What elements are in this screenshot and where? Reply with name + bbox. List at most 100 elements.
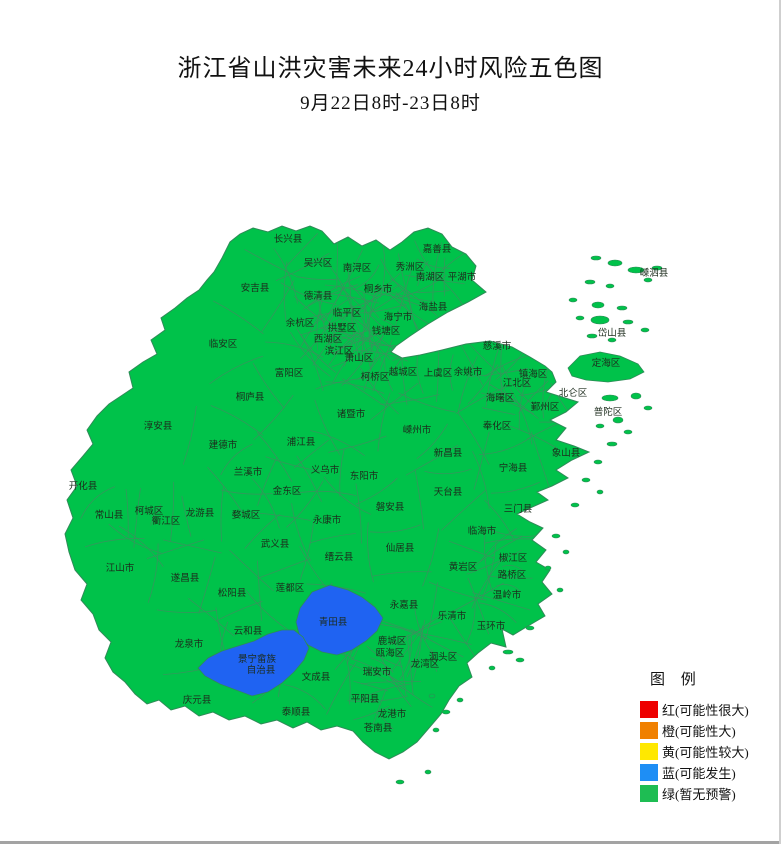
county-label: 拱墅区 (328, 322, 357, 334)
county-label: 南湖区 (416, 271, 445, 283)
county-label: 自治县 (247, 664, 276, 676)
county-label: 嵊泗县 (640, 267, 669, 279)
county-label: 新昌县 (434, 447, 463, 459)
county-label: 西湖区 (314, 334, 343, 345)
county-label: 永嘉县 (390, 599, 419, 611)
county-label: 岱山县 (598, 327, 627, 339)
county-label: 秀洲区 (396, 261, 425, 273)
county-label: 滨江区 (325, 345, 354, 357)
county-label: 磐安县 (376, 501, 405, 513)
county-label: 安吉县 (241, 282, 270, 294)
county-label: 富阳区 (275, 367, 304, 379)
county-label: 平湖市 (448, 271, 477, 283)
province-outline (64, 225, 591, 760)
county-label: 普陀区 (594, 406, 623, 418)
county-label: 桐庐县 (236, 391, 265, 403)
county-label: 慈溪市 (483, 340, 512, 352)
legend-item: 绿(暂无预警) (640, 783, 780, 804)
county-label: 泰顺县 (282, 706, 311, 718)
county-label: 建德市 (209, 439, 238, 451)
risk-region-jingning (197, 629, 310, 697)
county-label: 鹿城区 (378, 635, 407, 647)
county-label: 缙云县 (325, 551, 354, 563)
risk-region-qingtian (295, 584, 384, 656)
county-label: 文成县 (302, 671, 331, 683)
legend-swatch (640, 722, 658, 739)
legend-item: 红(可能性很大) (640, 699, 780, 720)
county-label: 乐清市 (438, 610, 467, 622)
county-label: 龙游县 (186, 507, 215, 519)
county-label: 莲都区 (276, 582, 305, 594)
county-label: 北仑区 (559, 387, 588, 399)
county-label: 金东区 (273, 485, 302, 497)
county-label: 德清县 (304, 290, 333, 302)
county-label: 温岭市 (493, 589, 522, 601)
legend-swatch (640, 785, 658, 802)
county-label: 瓯海区 (376, 647, 405, 659)
county-label: 江北区 (503, 378, 532, 389)
county-label: 吴兴区 (304, 258, 333, 269)
county-label: 上虞区 (424, 367, 453, 379)
blue-risk-regions (197, 584, 384, 697)
county-label: 平阳县 (351, 694, 380, 705)
legend-title: 图 例 (650, 672, 702, 688)
county-label: 柯城区 (135, 505, 164, 517)
county-label: 桐乡市 (364, 283, 393, 295)
county-label: 淳安县 (144, 420, 173, 432)
county-label: 三门县 (504, 503, 533, 515)
county-label: 象山县 (552, 447, 581, 459)
county-label: 义乌市 (311, 464, 340, 476)
county-label: 越城区 (389, 366, 418, 378)
county-label: 余姚市 (454, 366, 483, 378)
county-label: 柯桥区 (361, 371, 390, 383)
county-label: 常山县 (95, 509, 124, 521)
legend-item-label: 黄(可能性较大) (662, 745, 749, 760)
county-label: 青田县 (319, 616, 348, 628)
window-edge-right (779, 0, 781, 844)
county-label: 天台县 (434, 486, 463, 498)
county-label: 萧山区 (345, 352, 374, 364)
county-label: 江山市 (106, 562, 135, 574)
page-title: 浙江省山洪灾害未来24小时风险五色图 (177, 56, 604, 82)
legend-swatch (640, 701, 658, 718)
county-label: 钱塘区 (372, 325, 401, 337)
county-label: 余杭区 (286, 317, 315, 329)
legend-items: 红(可能性很大) 橙(可能性大) 黄(可能性较大) 蓝(可能发生) 绿(暂无预警) (640, 699, 780, 804)
county-label: 鄞州区 (531, 401, 560, 413)
county-label: 兰溪市 (234, 466, 263, 478)
county-label: 龙港市 (378, 708, 407, 720)
county-label: 永康市 (313, 514, 342, 526)
county-label: 诸暨市 (337, 408, 366, 420)
county-label: 衢江区 (152, 515, 181, 527)
county-label: 龙泉市 (175, 638, 204, 650)
county-label: 海盐县 (419, 301, 448, 313)
county-label: 嵊州市 (403, 424, 432, 436)
county-label: 洞头区 (429, 651, 458, 663)
county-label: 椒江区 (499, 552, 528, 564)
legend-item: 黄(可能性较大) (640, 741, 780, 762)
county-label: 临海市 (468, 525, 497, 537)
page-subtitle: 9月22日8时-23日8时 (300, 93, 481, 114)
county-label: 临安区 (209, 338, 238, 350)
county-label: 遂昌县 (171, 572, 200, 584)
legend-item: 蓝(可能发生) (640, 762, 780, 783)
county-label: 奉化区 (483, 420, 512, 432)
county-label: 松阳县 (218, 587, 247, 599)
window-edge-bottom (0, 841, 781, 844)
county-label: 镇海区 (519, 368, 548, 380)
county-label: 云和县 (234, 626, 263, 637)
county-label: 长兴县 (274, 233, 303, 245)
county-label: 南浔区 (343, 262, 372, 274)
legend-swatch (640, 764, 658, 781)
county-label: 黄岩区 (449, 561, 478, 573)
county-label: 庆元县 (183, 694, 212, 706)
county-label: 嘉善县 (423, 243, 452, 255)
county-label: 瑞安市 (363, 666, 392, 678)
county-label: 婺城区 (232, 510, 261, 521)
county-label: 海宁市 (384, 311, 413, 323)
legend: 图 例 红(可能性很大) 橙(可能性大) 黄(可能性较大) 蓝(可能发生) 绿(暂无预警… (640, 668, 780, 804)
county-label: 开化县 (69, 480, 98, 492)
county-label: 东阳市 (350, 470, 379, 482)
